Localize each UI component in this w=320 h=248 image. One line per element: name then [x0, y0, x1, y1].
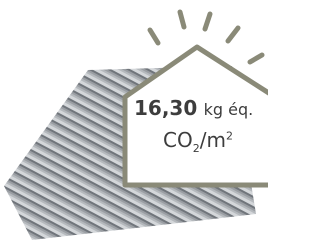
co: CO — [163, 128, 193, 152]
value-line: 16,30 kg éq. — [134, 96, 253, 120]
formula: CO2/m2 — [163, 128, 233, 155]
co-sub: 2 — [193, 142, 200, 155]
page: 16,30 kg éq. CO2/m2 — [0, 0, 268, 248]
value: 16,30 — [134, 96, 197, 120]
unit: kg éq. — [204, 100, 254, 119]
per: /m — [200, 128, 226, 152]
per-sup: 2 — [226, 129, 233, 142]
illustration — [0, 0, 268, 248]
